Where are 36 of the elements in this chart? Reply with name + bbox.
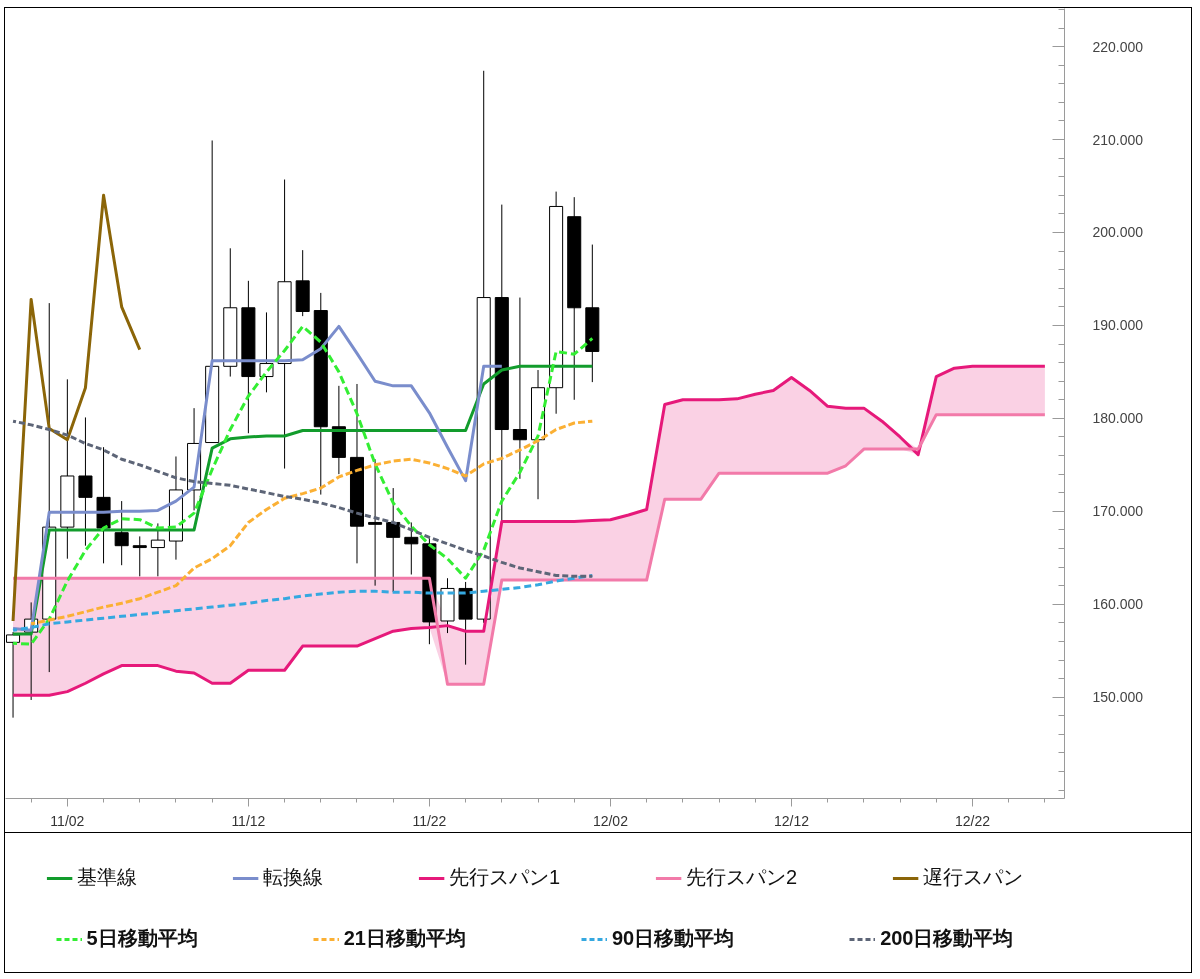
line-series (11, 193, 142, 623)
candlestick (78, 416, 93, 547)
y-tick-label: 190.000 (1092, 317, 1144, 334)
legend-label: 転換線 (262, 865, 323, 890)
line-series (11, 324, 504, 632)
legend-label: 先行スパン1 (448, 865, 560, 890)
line-series (11, 573, 594, 632)
x-tick-label: 11/22 (412, 812, 447, 829)
legend-label: 21日移動平均 (343, 926, 466, 951)
candlestick (386, 487, 401, 593)
candlestick (114, 500, 129, 566)
candlestick (150, 522, 165, 577)
candlestick (132, 535, 147, 577)
y-tick-label: 220.000 (1092, 38, 1144, 55)
x-tick-label: 11/02 (50, 812, 85, 829)
y-tick-label: 160.000 (1092, 596, 1144, 613)
legend-label: 5日移動平均 (86, 926, 198, 951)
line-series (11, 419, 594, 578)
legend-label: 90日移動平均 (611, 926, 735, 951)
legend-label: 遅行スパン (923, 865, 1024, 890)
candlestick (404, 521, 419, 576)
candlestick (368, 458, 383, 587)
legend-label: 基準線 (76, 865, 137, 890)
y-tick-label: 150.000 (1092, 689, 1144, 706)
y-tick-label: 200.000 (1092, 224, 1144, 241)
x-tick-label: 12/22 (954, 812, 991, 829)
x-tick-label: 12/02 (592, 812, 629, 829)
y-tick-label: 180.000 (1092, 410, 1144, 427)
candlestick (512, 297, 527, 480)
legend-label: 先行スパン2 (686, 865, 798, 890)
y-tick-label: 210.000 (1092, 131, 1144, 148)
y-tick-label: 170.000 (1092, 503, 1144, 520)
line-series (11, 413, 1047, 686)
legend-label: 200日移動平均 (880, 926, 1014, 951)
x-tick-label: 11/12 (231, 812, 266, 829)
x-tick-label: 12/12 (773, 812, 810, 829)
